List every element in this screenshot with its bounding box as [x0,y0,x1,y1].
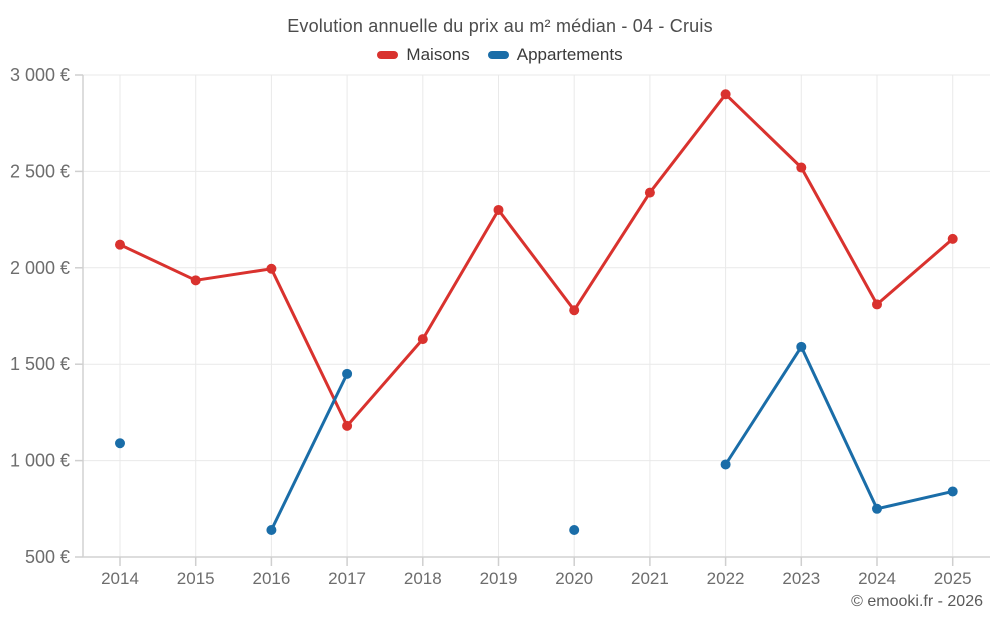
x-axis-label-2017: 2017 [328,569,366,588]
point-appartements-2020[interactable] [569,525,580,536]
x-axis-label-2015: 2015 [177,569,215,588]
point-appartements-2025[interactable] [947,486,958,497]
y-axis-label-1000: 1 000 € [10,451,70,471]
chart-title: Evolution annuelle du prix au m² médian … [287,16,713,36]
point-appartements-2022[interactable] [720,459,731,470]
y-axis-label-500: 500 € [25,547,70,567]
x-axis-label-2019: 2019 [480,569,518,588]
point-maisons-2017[interactable] [342,420,353,431]
y-axis-label-2000: 2 000 € [10,258,70,278]
point-appartements-2016[interactable] [266,525,277,536]
x-axis-label-2024: 2024 [858,569,896,588]
series-line-appartements [269,345,955,532]
legend: Maisons Appartements [0,45,1000,65]
legend-swatch-maisons-icon [377,51,399,59]
point-maisons-2015[interactable] [190,275,201,286]
point-maisons-2021[interactable] [644,187,655,198]
point-maisons-2020[interactable] [569,305,580,316]
legend-label-appartements: Appartements [516,45,623,64]
copyright-text: © emooki.fr - 2026 [851,593,983,610]
y-axis-label-2500: 2 500 € [10,161,70,181]
point-appartements-2023[interactable] [796,341,807,352]
point-maisons-2024[interactable] [872,299,882,310]
legend-label-maisons: Maisons [406,45,470,64]
legend-item-maisons[interactable]: Maisons [377,45,470,65]
point-maisons-2014[interactable] [115,239,125,250]
point-maisons-2022[interactable] [720,89,731,100]
x-axis-label-2021: 2021 [631,569,669,588]
point-appartements-2014[interactable] [115,438,125,449]
legend-swatch-appartements-icon [487,51,509,59]
point-maisons-2018[interactable] [417,334,428,345]
legend-item-appartements[interactable]: Appartements [487,45,623,65]
point-maisons-2025[interactable] [947,233,958,244]
point-appartements-2024[interactable] [872,503,882,514]
point-appartements-2017[interactable] [342,368,353,379]
x-axis-label-2020: 2020 [555,569,593,588]
x-axis-label-2022: 2022 [707,569,745,588]
series-line-maisons [118,92,955,428]
x-axis-label-2023: 2023 [782,569,820,588]
x-axis-label-2018: 2018 [404,569,442,588]
x-axis-label-2014: 2014 [101,569,139,588]
x-axis-label-2016: 2016 [252,569,290,588]
x-axis-label-2025: 2025 [934,569,972,588]
point-maisons-2023[interactable] [796,162,807,173]
point-maisons-2019[interactable] [493,204,504,215]
y-axis-label-1500: 1 500 € [10,354,70,374]
point-maisons-2016[interactable] [266,263,277,274]
y-axis-label-3000: 3 000 € [10,65,70,85]
